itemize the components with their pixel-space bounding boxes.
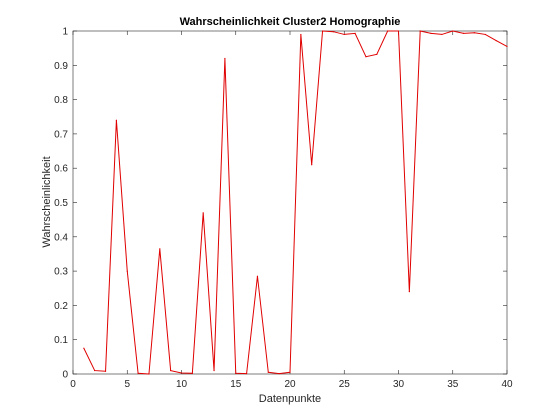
- data-point: [473, 32, 476, 34]
- y-tick-label: 0.6: [54, 164, 68, 175]
- data-point: [235, 372, 237, 374]
- data-point: [137, 372, 139, 374]
- data-point: [354, 32, 356, 35]
- y-tick-label: 0.2: [54, 301, 68, 312]
- data-point: [180, 372, 183, 374]
- tick-labels: 0 5 10 15 20 25 30 35 40 0 0.1 0.2 0.3 0.4 0.5 0.6 0.7 0.…: [54, 27, 513, 391]
- y-axis-label: Wahrscheinlichkeit: [41, 156, 53, 247]
- y-tick-label: 0.1: [54, 335, 68, 346]
- plot-area: [72, 30, 508, 375]
- data-point: [321, 30, 324, 32]
- data-point: [278, 373, 280, 375]
- data-point: [376, 53, 378, 55]
- data-point: [115, 119, 117, 121]
- data-point: [463, 32, 465, 35]
- data-point: [256, 275, 259, 277]
- y-tick-label: 0.3: [54, 267, 68, 278]
- data-point: [267, 371, 269, 373]
- y-tick-label: 1: [62, 27, 68, 38]
- data-point: [484, 33, 486, 36]
- data-point: [148, 373, 150, 375]
- data-point: [246, 373, 248, 375]
- data-point: [387, 30, 389, 32]
- x-tick-label: 5: [124, 379, 130, 390]
- data-point: [419, 30, 421, 32]
- data-point: [332, 31, 334, 33]
- data-point: [365, 56, 367, 58]
- x-tick-label: 15: [230, 379, 242, 390]
- data-point: [408, 291, 410, 293]
- data-point: [506, 45, 508, 48]
- data-point: [452, 30, 454, 32]
- data-point: [495, 40, 497, 42]
- x-tick-label: 10: [176, 379, 188, 390]
- x-tick-label: 25: [339, 379, 351, 390]
- data-point: [94, 369, 96, 372]
- data-point: [104, 370, 107, 372]
- y-tick-label: 0.8: [54, 95, 68, 106]
- data-point: [126, 270, 128, 272]
- x-tick-label: 30: [393, 379, 405, 390]
- data-point: [397, 30, 400, 32]
- data-point: [311, 164, 313, 166]
- y-tick-label: 0.9: [54, 61, 68, 72]
- y-tick-label: 0: [62, 370, 68, 381]
- x-tick-label: 35: [447, 379, 459, 390]
- data-point: [441, 33, 443, 36]
- data-point: [300, 33, 302, 36]
- data-point: [170, 369, 172, 372]
- data-points: [83, 30, 508, 375]
- data-point: [224, 57, 226, 60]
- y-tick-label: 0.5: [54, 198, 68, 209]
- data-point: [343, 33, 345, 36]
- data-point: [430, 32, 432, 35]
- data-point: [159, 248, 161, 250]
- y-tick-label: 0.4: [54, 232, 68, 243]
- data-point: [83, 347, 85, 349]
- data-point: [289, 371, 291, 373]
- data-point: [191, 372, 193, 374]
- series-line: [83, 30, 508, 375]
- data-point: [213, 369, 215, 372]
- x-axis-label: Datenpunkte: [259, 393, 321, 405]
- x-tick-label: 0: [70, 379, 76, 390]
- y-tick-label: 0.7: [54, 129, 68, 140]
- chart-title: Wahrscheinlichkeit Cluster2 Homographie: [180, 16, 401, 28]
- data-point: [202, 212, 204, 214]
- x-tick-label: 40: [501, 379, 513, 390]
- x-tick-label: 20: [284, 379, 296, 390]
